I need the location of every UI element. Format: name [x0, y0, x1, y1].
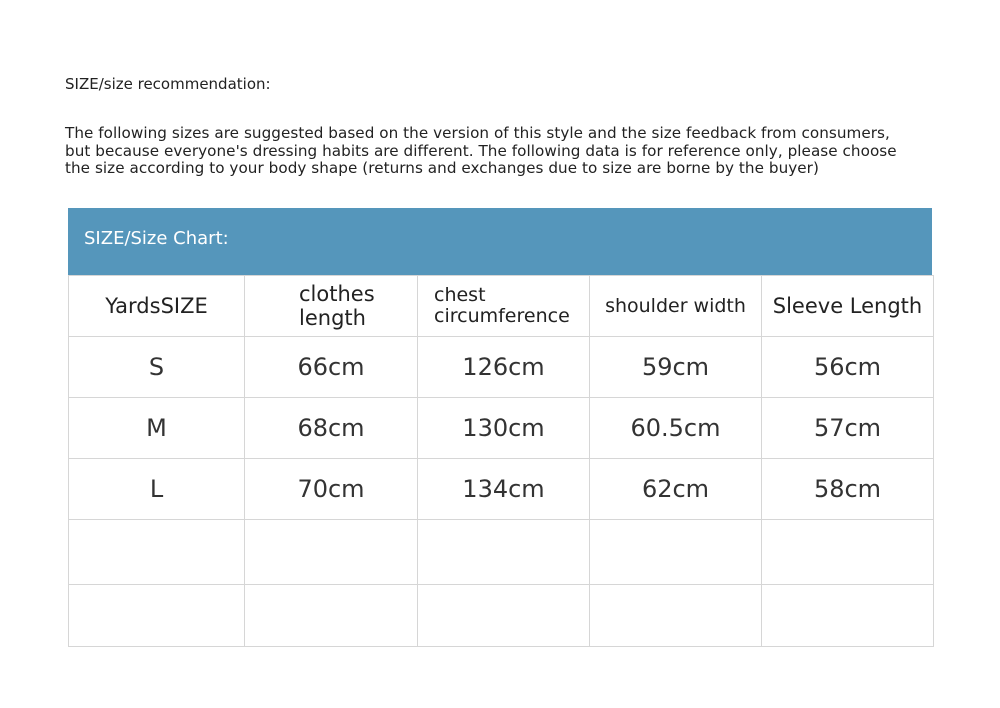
column-header-clothes-length: clothes length	[244, 275, 418, 337]
column-header-chest: chest circumference	[417, 275, 590, 337]
cell-size: M	[68, 397, 245, 459]
recommendation-line: but because everyone's dressing habits a…	[65, 141, 897, 160]
cell: 126cm	[417, 336, 590, 398]
empty-cell	[589, 584, 762, 647]
cell: 68cm	[244, 397, 418, 459]
size-chart-table: YardsSIZE clothes length chest circumfer…	[68, 275, 934, 647]
cell: 60.5cm	[589, 397, 762, 459]
recommendation-text: The following sizes are suggested based …	[65, 124, 945, 178]
empty-cell	[761, 519, 934, 585]
table-row: L 70cm 134cm 62cm 58cm	[68, 458, 934, 520]
recommendation-title: SIZE/size recommendation:	[65, 75, 271, 93]
cell: 134cm	[417, 458, 590, 520]
table-row: S 66cm 126cm 59cm 56cm	[68, 336, 934, 398]
cell: 58cm	[761, 458, 934, 520]
empty-cell	[244, 519, 418, 585]
empty-row	[68, 584, 934, 647]
cell: 57cm	[761, 397, 934, 459]
empty-row	[68, 519, 934, 585]
empty-cell	[68, 519, 245, 585]
column-header-sleeve: Sleeve Length	[761, 275, 934, 337]
recommendation-line: the size according to your body shape (r…	[65, 159, 819, 177]
empty-cell	[417, 519, 590, 585]
cell-size: S	[68, 336, 245, 398]
cell: 70cm	[244, 458, 418, 520]
cell: 66cm	[244, 336, 418, 398]
cell: 56cm	[761, 336, 934, 398]
empty-cell	[761, 584, 934, 647]
empty-cell	[68, 584, 245, 647]
empty-cell	[589, 519, 762, 585]
size-chart-title: SIZE/Size Chart:	[68, 208, 932, 275]
recommendation-line: The following sizes are suggested based …	[65, 124, 890, 142]
table-row: M 68cm 130cm 60.5cm 57cm	[68, 397, 934, 459]
empty-cell	[417, 584, 590, 647]
cell-size: L	[68, 458, 245, 520]
cell: 62cm	[589, 458, 762, 520]
cell: 59cm	[589, 336, 762, 398]
cell: 130cm	[417, 397, 590, 459]
empty-cell	[244, 584, 418, 647]
table-header-row: YardsSIZE clothes length chest circumfer…	[68, 275, 934, 337]
column-header-shoulder: shoulder width	[589, 275, 762, 337]
column-header-size: YardsSIZE	[68, 275, 245, 337]
